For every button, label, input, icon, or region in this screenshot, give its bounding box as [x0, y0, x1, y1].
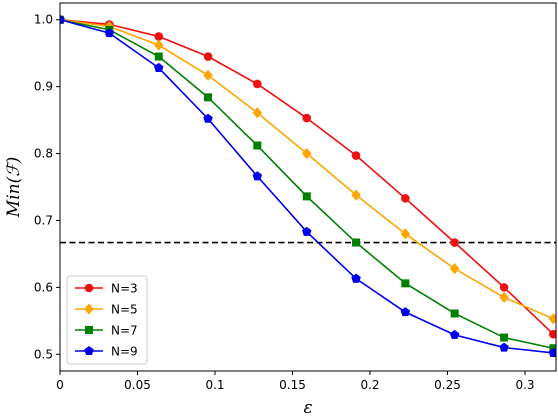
data-point [253, 141, 262, 150]
data-point [153, 39, 164, 51]
series-n-5 [60, 14, 556, 325]
y-tick-label: 1.0 [34, 13, 53, 27]
data-point [499, 291, 509, 303]
data-point [548, 313, 556, 325]
data-point [351, 151, 361, 160]
legend-entry: N=7 [75, 324, 138, 338]
data-point [252, 171, 263, 181]
legend-label: N=3 [111, 282, 138, 296]
legend-box [66, 275, 148, 365]
series-layer [60, 14, 556, 357]
x-tick-label: 0.25 [434, 378, 461, 392]
data-point [302, 113, 312, 123]
legend-marker [84, 283, 94, 293]
y-axis-label: Min(ℱ) [4, 157, 24, 218]
x-tick-label: 0.05 [124, 378, 151, 392]
plot-frame [59, 2, 557, 372]
data-point [302, 226, 312, 236]
data-point [400, 307, 411, 317]
data-point [253, 79, 262, 89]
data-point [203, 69, 213, 81]
legend-entry: N=5 [75, 303, 138, 317]
legend-entry: N=9 [75, 345, 138, 359]
data-point [154, 52, 163, 61]
legend-label: N=5 [111, 303, 138, 317]
x-tick-label: 0 [56, 378, 64, 392]
y-tick-label: 0.9 [34, 80, 53, 94]
data-point [449, 263, 460, 275]
data-point [302, 192, 311, 201]
data-point [548, 347, 556, 357]
y-tick-label: 0.8 [34, 147, 53, 161]
data-point [203, 113, 213, 123]
data-point [499, 283, 509, 292]
data-point [351, 273, 361, 283]
ticks: 0 0.05 0.1 0.15 0.2 0.25 0.3 0.5 0.6 0.7 0.8 0.9 1.0 [34, 13, 535, 392]
data-point [204, 93, 213, 102]
data-point [449, 329, 460, 339]
y-tick-label: 0.7 [34, 213, 53, 227]
legend-marker [84, 303, 94, 315]
axes [59, 2, 557, 372]
data-point [549, 344, 556, 353]
series-n-3 [60, 15, 556, 339]
x-axis-label: ε [303, 398, 312, 418]
x-tick-label: 0.3 [515, 378, 534, 392]
data-point [252, 107, 263, 119]
data-point [153, 62, 164, 72]
data-point [351, 189, 361, 201]
data-point [104, 28, 115, 38]
data-point [352, 238, 361, 247]
legend-marker [84, 346, 94, 356]
y-tick-label: 0.5 [34, 347, 53, 361]
data-point [450, 309, 459, 318]
x-tick-label: 0.15 [279, 378, 306, 392]
data-point [60, 14, 65, 24]
x-tick-label: 0.2 [360, 378, 379, 392]
series-n-9 [60, 14, 556, 357]
data-point [154, 32, 164, 41]
data-point [401, 279, 410, 288]
x-tick-label: 0.1 [205, 378, 224, 392]
data-point [400, 228, 411, 240]
y-tick-label: 0.6 [34, 280, 53, 294]
legend-label: N=9 [111, 345, 138, 359]
data-point [203, 52, 213, 61]
legend-entry: N=3 [75, 282, 138, 296]
legend-marker [85, 326, 93, 334]
data-point [302, 147, 312, 160]
data-point [500, 333, 509, 342]
data-point [499, 342, 509, 352]
data-point [450, 238, 459, 247]
legend: N=3 N=5 N=7 N=9 [66, 275, 148, 365]
series-line [60, 18, 554, 320]
legend-label: N=7 [111, 324, 138, 338]
data-point [549, 329, 556, 339]
data-point [401, 194, 410, 203]
